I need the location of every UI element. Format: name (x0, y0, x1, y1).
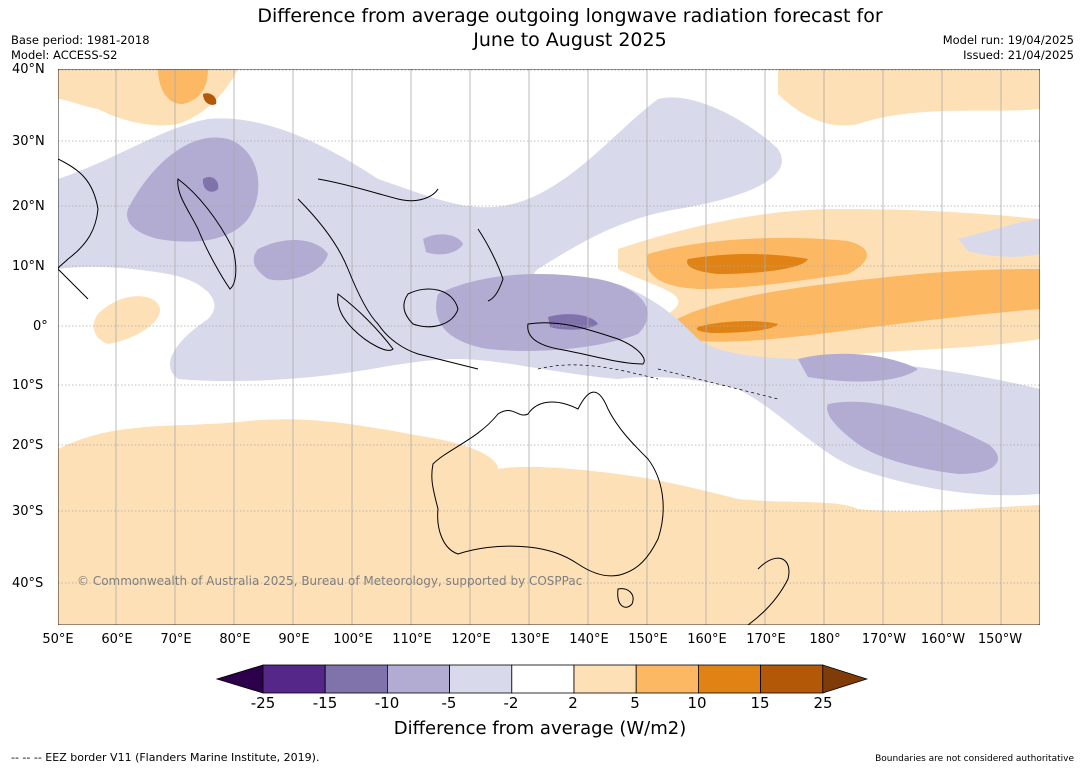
colorbar-tick: 25 (813, 694, 833, 712)
anomaly-15-25-region (203, 93, 217, 105)
australia-coastline (431, 391, 664, 577)
base-period-text: Base period: 1981-2018 (11, 33, 150, 47)
anomaly-neg-5-10-region (253, 239, 328, 281)
anomaly-neg-5-10-region (423, 234, 463, 255)
chart-title: Difference from average outgoing longwav… (170, 4, 970, 52)
anomaly-neg-5-10-region (127, 137, 259, 242)
anomaly-10-15-region (687, 254, 808, 274)
colorbar-title: Difference from average (W/m2) (393, 718, 687, 739)
anomaly-neg-2-5-region (958, 219, 1040, 257)
lat-label: 20°N (12, 199, 45, 214)
lon-label: 110°E (392, 632, 432, 647)
colorbar-tick: 10 (687, 694, 707, 712)
coastlines (58, 158, 790, 625)
gridlines (58, 69, 1040, 584)
meta-right: Model run: 19/04/2025 Issued: 21/04/2025 (943, 33, 1074, 63)
philippines-coastline (477, 228, 504, 302)
colorbar-cell (635, 664, 699, 694)
lon-label: 150°W (977, 632, 1023, 647)
colorbar-tick: -15 (312, 694, 338, 712)
lon-label: 150°E (628, 632, 668, 647)
anomaly-neg-10-15-region (548, 314, 598, 330)
anomaly-2-5-region (778, 69, 1040, 126)
anomaly-5-10-region (158, 69, 208, 105)
anomaly-neg-10-15-region (202, 177, 219, 192)
lon-label: 60°E (101, 632, 133, 647)
lon-label: 160°W (920, 632, 966, 647)
anomaly-2-5-region (58, 419, 1040, 625)
colorbar-cell (324, 664, 388, 694)
africa-coastline (58, 268, 89, 300)
title-line-2: June to August 2025 (473, 29, 667, 51)
anomaly-neg-5-10-region (827, 401, 998, 474)
lat-label: 20°S (12, 438, 44, 453)
colorbar-cell (511, 664, 575, 694)
colorbar-extend-max (822, 664, 869, 694)
lon-label: 80°E (219, 632, 251, 647)
colorbar-tick: -5 (441, 694, 457, 712)
anomaly-10-15-region (696, 321, 778, 333)
lat-label: 10°N (12, 259, 45, 274)
copyright-text: © Commonwealth of Australia 2025, Bureau… (77, 574, 583, 588)
anomaly-neg-5-10-region (798, 353, 918, 382)
model-text: Model: ACCESS-S2 (11, 48, 118, 62)
lon-label: 130°E (510, 632, 550, 647)
colorbar-extend-min (215, 664, 264, 694)
meta-left: Base period: 1981-2018 Model: ACCESS-S2 (11, 33, 150, 63)
colorbar-tick: -10 (374, 694, 400, 712)
lon-label: 140°E (569, 632, 609, 647)
model-run-text: Model run: 19/04/2025 (942, 33, 1074, 47)
meridians (58, 69, 1002, 625)
colorbar-cell (386, 664, 450, 694)
lat-label: 30°N (12, 134, 45, 149)
lon-label: 120°E (451, 632, 491, 647)
lat-label: 10°S (12, 378, 44, 393)
lon-label: 100°E (333, 632, 373, 647)
colorbar-tick: 5 (630, 694, 640, 712)
borneo-coastline (403, 288, 459, 328)
colorbar-tick: 2 (568, 694, 578, 712)
lon-label: 180° (809, 632, 841, 647)
negative-anomaly-regions (58, 97, 1040, 496)
lon-label: 70°E (160, 632, 192, 647)
sumatra-coastline (337, 293, 394, 351)
eez-borders (537, 364, 779, 400)
lon-label: 160°E (687, 632, 727, 647)
colorbar (215, 664, 869, 694)
positive-anomaly-regions (58, 69, 1040, 625)
india-coastline (177, 178, 237, 290)
colorbar-cell (262, 664, 326, 694)
arabia-coastline (58, 158, 99, 270)
lat-label: 0° (33, 319, 48, 334)
boundaries-footnote: Boundaries are not considered authoritat… (875, 754, 1074, 764)
lon-label: 50°E (42, 632, 74, 647)
title-line-1: Difference from average outgoing longwav… (257, 5, 883, 27)
lon-label: 170°W (861, 632, 907, 647)
issued-text: Issued: 21/04/2025 (963, 48, 1074, 62)
anomaly-2-5-region (93, 296, 160, 344)
colorbar-cell (760, 664, 824, 694)
lon-label: 170°E (746, 632, 786, 647)
anomaly-neg-5-10-region (436, 274, 648, 351)
se-asia-coastline (297, 198, 479, 370)
lat-label: 40°N (12, 62, 45, 77)
colorbar-tick: -25 (250, 694, 276, 712)
olr-anomaly-map (58, 69, 1040, 625)
eez-footnote: -- -- -- EEZ border V11 (Flanders Marine… (11, 751, 320, 764)
lon-label: 90°E (278, 632, 310, 647)
lat-label: 30°S (12, 504, 44, 519)
colorbar-tick: 15 (750, 694, 770, 712)
china-coastline (317, 178, 439, 202)
new-zealand-coastline (747, 557, 790, 625)
colorbar-tick: -2 (503, 694, 519, 712)
new-guinea-coastline (527, 322, 645, 365)
colorbar-cell (573, 664, 637, 694)
tasmania-coastline (617, 588, 634, 608)
colorbar-cell (449, 664, 513, 694)
lat-label: 40°S (12, 576, 44, 591)
colorbar-cell (697, 664, 761, 694)
